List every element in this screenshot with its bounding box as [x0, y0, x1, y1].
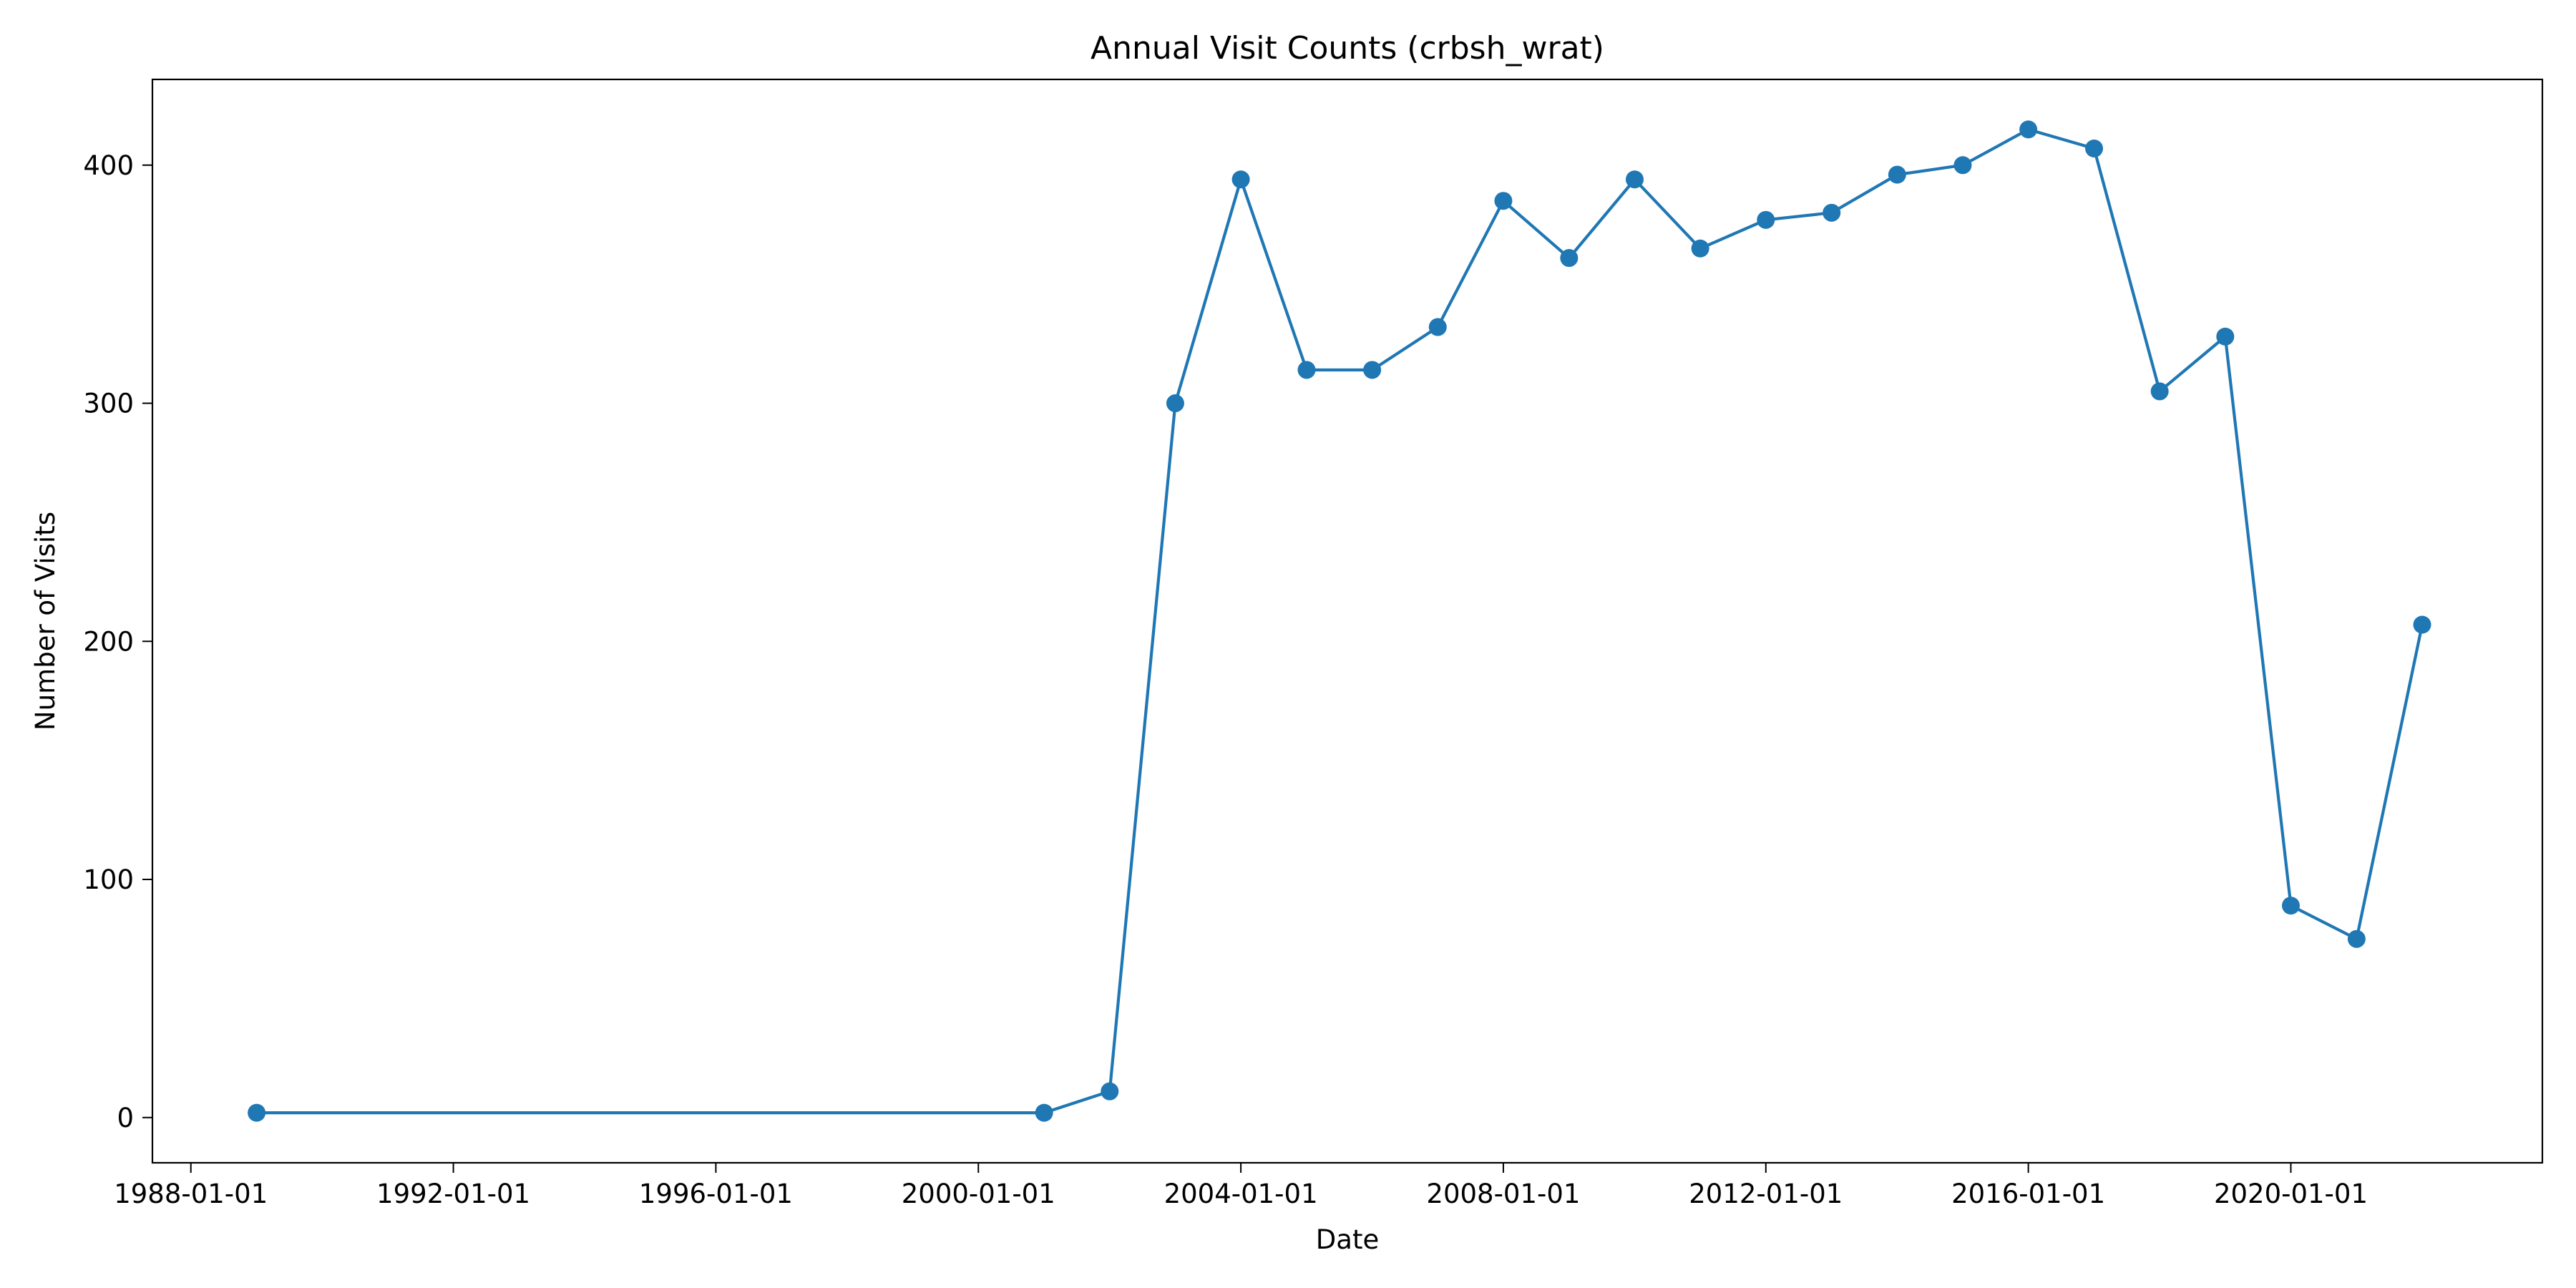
- data-point: [1428, 318, 1447, 336]
- y-axis: 0 100 200 300 400: [83, 150, 152, 1133]
- y-axis-label: Number of Visits: [30, 512, 61, 731]
- x-tick-label: 2004-01-01: [1164, 1179, 1318, 1209]
- data-point: [2281, 897, 2300, 915]
- series-visits: [248, 120, 2431, 1122]
- x-tick-label: 1996-01-01: [639, 1179, 793, 1209]
- plot-frame: [151, 78, 2544, 1164]
- data-point: [1757, 210, 1775, 229]
- data-point: [2216, 327, 2235, 346]
- x-tick-label: 2016-01-01: [1951, 1179, 2105, 1209]
- data-point: [1494, 192, 1513, 210]
- chart-title: Annual Visit Counts (crbsh_wrat): [1091, 30, 1604, 67]
- x-axis: 1988-01-01 1992-01-01 1996-01-01 2000-01-01…: [114, 1163, 2368, 1209]
- x-tick-label: 2000-01-01: [902, 1179, 1055, 1209]
- data-point: [1625, 170, 1644, 189]
- data-point: [1823, 203, 1841, 222]
- x-tick-label: 1988-01-01: [114, 1179, 268, 1209]
- data-point: [1953, 156, 1972, 175]
- data-point: [1297, 361, 1316, 379]
- data-point: [2019, 120, 2038, 139]
- data-point: [1231, 170, 1250, 189]
- y-tick-label: 0: [117, 1103, 134, 1133]
- data-point: [2150, 382, 2169, 401]
- data-point: [2347, 930, 2366, 948]
- y-tick-label: 100: [83, 864, 134, 895]
- data-point: [1888, 165, 1906, 184]
- data-point: [1560, 249, 1579, 268]
- x-tick-label: 2020-01-01: [2214, 1179, 2368, 1209]
- y-tick-label: 200: [83, 626, 134, 657]
- x-axis-label: Date: [1316, 1224, 1379, 1255]
- data-point: [2413, 615, 2431, 634]
- data-point: [2085, 139, 2104, 157]
- x-tick-label: 2012-01-01: [1689, 1179, 1843, 1209]
- x-tick-label: 2008-01-01: [1426, 1179, 1580, 1209]
- data-point: [1035, 1103, 1053, 1122]
- y-tick-label: 300: [83, 389, 134, 419]
- data-point: [248, 1103, 266, 1122]
- data-point: [1363, 361, 1382, 379]
- y-tick-label: 400: [83, 150, 134, 181]
- data-point: [1166, 394, 1184, 413]
- data-point: [1101, 1082, 1119, 1101]
- x-tick-label: 1992-01-01: [376, 1179, 530, 1209]
- data-point: [1691, 239, 1709, 258]
